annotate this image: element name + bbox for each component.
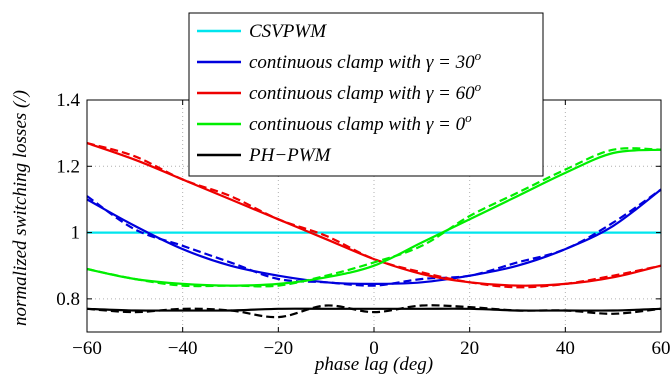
series-line-gamma30: [86, 188, 662, 286]
y-tick-label: 1.2: [56, 156, 80, 177]
series-measured-gamma0: [86, 147, 662, 288]
y-tick-label: 1: [71, 223, 81, 244]
y-tick-label: 1.4: [56, 90, 80, 111]
x-tick-label: 60: [652, 338, 671, 359]
x-tick-label: 0: [369, 338, 379, 359]
x-tick-label: −40: [168, 338, 198, 359]
ticks: −60 −40 −20 0 20 40 60 0.8 1 1.2 1.4: [56, 90, 670, 359]
x-tick-label: −60: [72, 338, 102, 359]
legend-entry: continuous clamp with γ = 30o: [249, 48, 482, 73]
legend: CSVPWM continuous clamp with γ = 30o conti…: [188, 12, 544, 177]
series-measured-gamma60: [86, 142, 662, 289]
y-axis-label: normalized switching losses (/): [10, 90, 31, 326]
series-line-gamma0: [86, 148, 662, 287]
series-measured-phpwm: [86, 304, 662, 319]
x-tick-label: −20: [263, 338, 293, 359]
y-tick-label: 0.8: [56, 289, 80, 310]
x-tick-label: 20: [460, 338, 479, 359]
legend-box: [188, 12, 544, 177]
legend-entry: continuous clamp with γ = 0o: [249, 110, 472, 135]
series-measured-gamma30: [86, 188, 662, 287]
legend-entry: PH−PWM: [248, 145, 332, 166]
x-axis-label: phase lag (deg): [313, 354, 433, 374]
legend-entry: CSVPWM: [249, 21, 327, 42]
x-tick-label: 40: [556, 338, 575, 359]
series-layer: [86, 142, 662, 319]
legend-entry: continuous clamp with γ = 60o: [249, 79, 482, 104]
